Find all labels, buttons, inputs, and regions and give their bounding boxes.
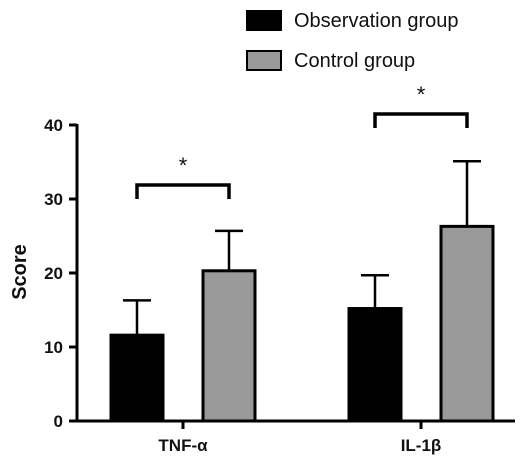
- bar-2-2: [439, 224, 495, 423]
- legend: Observation group Control group: [246, 10, 459, 72]
- bar-1-1: [109, 333, 165, 423]
- y-axis-title: Score: [9, 244, 31, 300]
- y-tick-label-1: 0: [54, 412, 63, 431]
- legend-swatch-2: [246, 50, 282, 71]
- significance-label-2: *: [417, 82, 426, 107]
- significance-bracket-2: [373, 112, 469, 128]
- significance-bracket-1: [135, 183, 231, 199]
- x-tick-label-1: TNF-α: [158, 436, 208, 455]
- y-tick-label-2: 10: [44, 338, 63, 357]
- significance-label-1: *: [179, 153, 188, 178]
- y-tick-label-3: 20: [44, 264, 63, 283]
- legend-label-1: Observation group: [294, 10, 459, 32]
- legend-swatch-1: [246, 10, 282, 31]
- bar-2-1: [201, 269, 257, 423]
- legend-label-2: Control group: [294, 50, 415, 72]
- plot-area: 0 10 20 30 40 TNF-α IL-1β * *: [44, 82, 515, 455]
- y-tick-label-4: 30: [44, 190, 63, 209]
- x-tick-label-2: IL-1β: [401, 436, 442, 455]
- bar-1-2: [347, 307, 403, 423]
- y-tick-label-5: 40: [44, 116, 63, 135]
